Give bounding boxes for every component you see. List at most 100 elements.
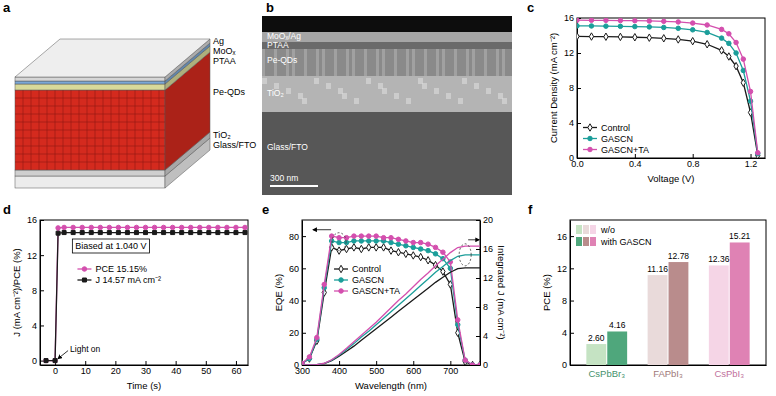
marker (89, 231, 93, 235)
sem-texture (462, 78, 467, 84)
marker (179, 225, 184, 230)
tick-mark (376, 361, 377, 365)
marker (647, 25, 652, 30)
layer-label: Glass/FTO (267, 142, 308, 152)
tick: 20 (111, 361, 121, 376)
legend-swatch (590, 237, 596, 246)
legend-label: GASCN+TA (601, 145, 649, 155)
marker (359, 234, 364, 239)
annotation: Biased at 1.040 V (75, 241, 146, 251)
tick: CsPbBr₃ (588, 368, 625, 379)
marker (478, 361, 480, 365)
marker (396, 242, 401, 247)
tick: 8 (476, 302, 488, 312)
tick-label: FAPbI₃ (653, 368, 683, 379)
tick-mark (476, 336, 480, 337)
tick-mark (413, 361, 414, 365)
tick-mark (693, 154, 694, 158)
tick-mark (85, 361, 86, 365)
tick-label: 0 (294, 360, 299, 370)
panel-label: b (266, 0, 274, 15)
axis-line (480, 221, 481, 366)
marker (389, 235, 394, 240)
series-line (577, 26, 758, 154)
marker (719, 27, 724, 32)
tick-mark (751, 154, 752, 158)
layer-front (15, 176, 165, 188)
marker (748, 89, 753, 94)
series-line (302, 255, 480, 365)
legend-label: with GASCN (600, 237, 652, 247)
series-line (302, 246, 480, 365)
tick-mark (302, 301, 306, 302)
marker (374, 234, 379, 239)
marker (366, 234, 371, 239)
marker (589, 18, 594, 23)
tick: CsPbI₃ (714, 368, 744, 379)
tick-mark (577, 88, 581, 89)
marker (633, 34, 637, 41)
marker (470, 361, 474, 365)
series-line (302, 268, 480, 365)
legend-marker (339, 289, 344, 294)
tick: 1.2 (745, 154, 758, 169)
legend-label: GASCN (601, 134, 633, 144)
tick-label: CsPbI₃ (714, 368, 744, 379)
y-axis: 0481216 (557, 221, 574, 371)
marker (53, 359, 57, 363)
tick-mark (450, 361, 451, 365)
tick-mark (302, 268, 306, 269)
tick: 60 (231, 361, 241, 376)
marker (676, 26, 681, 31)
tick-mark (476, 365, 480, 366)
marker (604, 24, 609, 29)
tick-mark (206, 361, 207, 365)
marker (690, 28, 695, 33)
marker (225, 231, 229, 235)
tick: 0 (569, 153, 581, 163)
sem-texture (382, 88, 387, 94)
tick-mark (176, 361, 177, 365)
qd-grid (15, 162, 165, 163)
x-axis: 0102030405060 (41, 361, 249, 376)
tick: 20 (289, 328, 306, 338)
tick-mark (236, 361, 237, 365)
sem-texture (466, 49, 469, 76)
marker (463, 358, 468, 363)
marker (589, 24, 594, 29)
y-axis: 020406080 (289, 221, 306, 371)
y-axis: 0481216 (564, 13, 581, 163)
marker (734, 51, 739, 56)
marker (396, 237, 401, 242)
marker (171, 231, 175, 235)
marker (577, 18, 579, 22)
y-axis-title: Current Density (mA cm⁻²) (548, 33, 559, 143)
axis-line (570, 221, 571, 366)
legend-label: PCE 15.15% (95, 264, 147, 274)
marker (243, 225, 248, 230)
marker (463, 358, 468, 363)
marker (426, 257, 430, 264)
marker (98, 225, 103, 230)
legend-label: Control (601, 123, 630, 133)
legend-label: GASCN+TA (352, 286, 400, 296)
axis-line (578, 158, 766, 159)
sem-texture (474, 83, 479, 89)
marker (618, 18, 623, 23)
marker (198, 231, 202, 235)
layer-label: Ag (213, 36, 224, 46)
tick-label: 12 (483, 273, 493, 283)
tick-label: 20 (483, 215, 493, 225)
marker (53, 358, 58, 363)
marker (216, 231, 220, 235)
marker (337, 235, 342, 240)
series-line (577, 20, 758, 153)
data-label: 15.21 (729, 231, 751, 241)
series-line (46, 233, 245, 361)
marker (676, 36, 680, 43)
tick-label: 4 (562, 328, 567, 338)
tick: 40 (171, 361, 181, 376)
tick-mark (570, 268, 574, 269)
tick: 12 (557, 264, 574, 274)
sem-texture (502, 98, 507, 104)
